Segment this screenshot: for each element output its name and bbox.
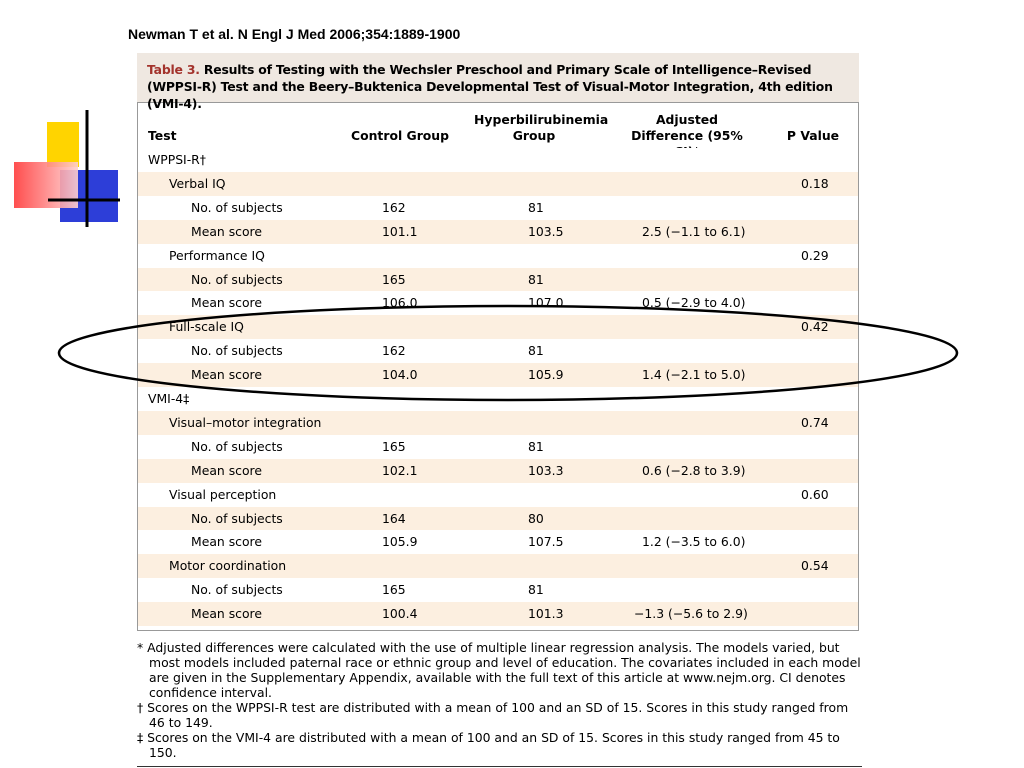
p-value: 0.29 xyxy=(801,247,829,263)
cell-control: 164 xyxy=(382,510,406,526)
cell-control: 101.1 xyxy=(382,223,418,239)
cell-hyper: 105.9 xyxy=(528,367,564,383)
cell-hyper: 107.5 xyxy=(528,534,564,550)
measure-label: Motor coordination xyxy=(169,558,287,574)
cell-control: 104.0 xyxy=(382,367,418,383)
table-row: No. of subjects 162 81 xyxy=(138,339,858,364)
cell-control: 105.9 xyxy=(382,534,418,550)
cell-hyper: 103.5 xyxy=(528,223,564,239)
cell-control: 100.4 xyxy=(382,606,418,622)
p-value: 0.18 xyxy=(801,175,829,191)
table-row: No. of subjects 165 81 xyxy=(138,434,858,459)
cell-hyper: 81 xyxy=(528,271,544,287)
row-label: Mean score xyxy=(191,462,262,478)
table-row: Verbal IQ 0.18 xyxy=(138,171,858,196)
row-label: Mean score xyxy=(191,606,262,622)
footnote: † Scores on the WPPSI-R test are distrib… xyxy=(137,700,849,730)
logo xyxy=(14,110,120,227)
table-row: Mean score 101.1 103.5 2.5 (−1.1 to 6.1) xyxy=(138,219,858,244)
cell-hyper: 80 xyxy=(528,510,544,526)
table-row: Performance IQ 0.29 xyxy=(138,243,858,268)
row-label: No. of subjects xyxy=(191,510,283,526)
table-caption: Table 3. Results of Testing with the Wec… xyxy=(137,53,859,111)
measure-label: Visual–motor integration xyxy=(169,414,322,430)
cell-diff: −1.3 (−5.6 to 2.9) xyxy=(634,606,748,622)
row-label: Mean score xyxy=(191,295,262,311)
cell-hyper: 81 xyxy=(528,199,544,215)
table-row: Mean score 100.4 101.3 −1.3 (−5.6 to 2.9) xyxy=(138,602,858,627)
citation: Newman T et al. N Engl J Med 2006;354:18… xyxy=(128,26,461,42)
cell-diff: 0.6 (−2.8 to 3.9) xyxy=(642,462,746,478)
p-value: 0.54 xyxy=(801,558,829,574)
cell-control: 102.1 xyxy=(382,462,418,478)
cell-control: 162 xyxy=(382,343,406,359)
row-label: No. of subjects xyxy=(191,271,283,287)
p-value: 0.42 xyxy=(801,319,829,335)
measure-label: Verbal IQ xyxy=(169,175,226,191)
p-value: 0.60 xyxy=(801,486,829,502)
row-label: No. of subjects xyxy=(191,199,283,215)
table-row: VMI-4‡ xyxy=(138,387,858,411)
cell-diff: 1.2 (−3.5 to 6.0) xyxy=(642,534,746,550)
p-value: 0.74 xyxy=(801,414,829,430)
cell-hyper: 101.3 xyxy=(528,606,564,622)
col-header: Test xyxy=(148,128,177,143)
cell-control: 165 xyxy=(382,438,406,454)
col-header: Hyperbilirubinemia Group xyxy=(474,112,609,143)
row-label: No. of subjects xyxy=(191,438,283,454)
cell-hyper: 103.3 xyxy=(528,462,564,478)
cell-control: 162 xyxy=(382,199,406,215)
cell-diff: 2.5 (−1.1 to 6.1) xyxy=(642,223,746,239)
table-row: Motor coordination 0.54 xyxy=(138,554,858,579)
measure-label: Performance IQ xyxy=(169,247,265,263)
cell-hyper: 81 xyxy=(528,582,544,598)
table-row: No. of subjects 165 81 xyxy=(138,578,858,603)
col-header: Adjusted Difference (95% CI)* xyxy=(631,112,743,159)
table-row: Full-scale IQ 0.42 xyxy=(138,315,858,340)
measure-label: Full-scale IQ xyxy=(169,319,244,335)
section-label: WPPSI-R† xyxy=(148,152,206,167)
row-label: Mean score xyxy=(191,534,262,550)
table-row: No. of subjects 164 80 xyxy=(138,506,858,531)
caption-label: Table 3. xyxy=(147,62,200,77)
cell-control: 165 xyxy=(382,271,406,287)
table-row: Mean score 105.9 107.5 1.2 (−3.5 to 6.0) xyxy=(138,530,858,555)
row-label: No. of subjects xyxy=(191,343,283,359)
footnote: * Adjusted differences were calculated w… xyxy=(137,640,861,700)
cell-hyper: 81 xyxy=(528,438,544,454)
cell-diff: 1.4 (−2.1 to 5.0) xyxy=(642,367,746,383)
table-row: Visual–motor integration 0.74 xyxy=(138,410,858,435)
footnote: ‡ Scores on the VMI-4 are distributed wi… xyxy=(137,730,840,760)
footnotes: * Adjusted differences were calculated w… xyxy=(137,640,862,767)
cell-hyper: 107.0 xyxy=(528,295,564,311)
row-label: Mean score xyxy=(191,223,262,239)
table-row: No. of subjects 162 81 xyxy=(138,195,858,220)
col-header: Control Group xyxy=(350,128,450,143)
row-label: No. of subjects xyxy=(191,582,283,598)
cell-hyper: 81 xyxy=(528,343,544,359)
table-row: Mean score 102.1 103.3 0.6 (−2.8 to 3.9) xyxy=(138,458,858,483)
row-label: Mean score xyxy=(191,367,262,383)
col-header: P Value xyxy=(786,128,840,143)
table-row: Visual perception 0.60 xyxy=(138,482,858,507)
section-label: VMI-4‡ xyxy=(148,391,190,406)
table-row: No. of subjects 165 81 xyxy=(138,267,858,292)
measure-label: Visual perception xyxy=(169,486,277,502)
cell-control: 106.0 xyxy=(382,295,418,311)
cell-diff: 0.5 (−2.9 to 4.0) xyxy=(642,295,746,311)
table-row: Mean score 106.0 107.0 0.5 (−2.9 to 4.0) xyxy=(138,291,858,316)
table-row: WPPSI-R† xyxy=(138,148,858,172)
caption-text: Results of Testing with the Wechsler Pre… xyxy=(147,62,833,111)
table-row: Mean score 104.0 105.9 1.4 (−2.1 to 5.0) xyxy=(138,363,858,388)
cell-control: 165 xyxy=(382,582,406,598)
